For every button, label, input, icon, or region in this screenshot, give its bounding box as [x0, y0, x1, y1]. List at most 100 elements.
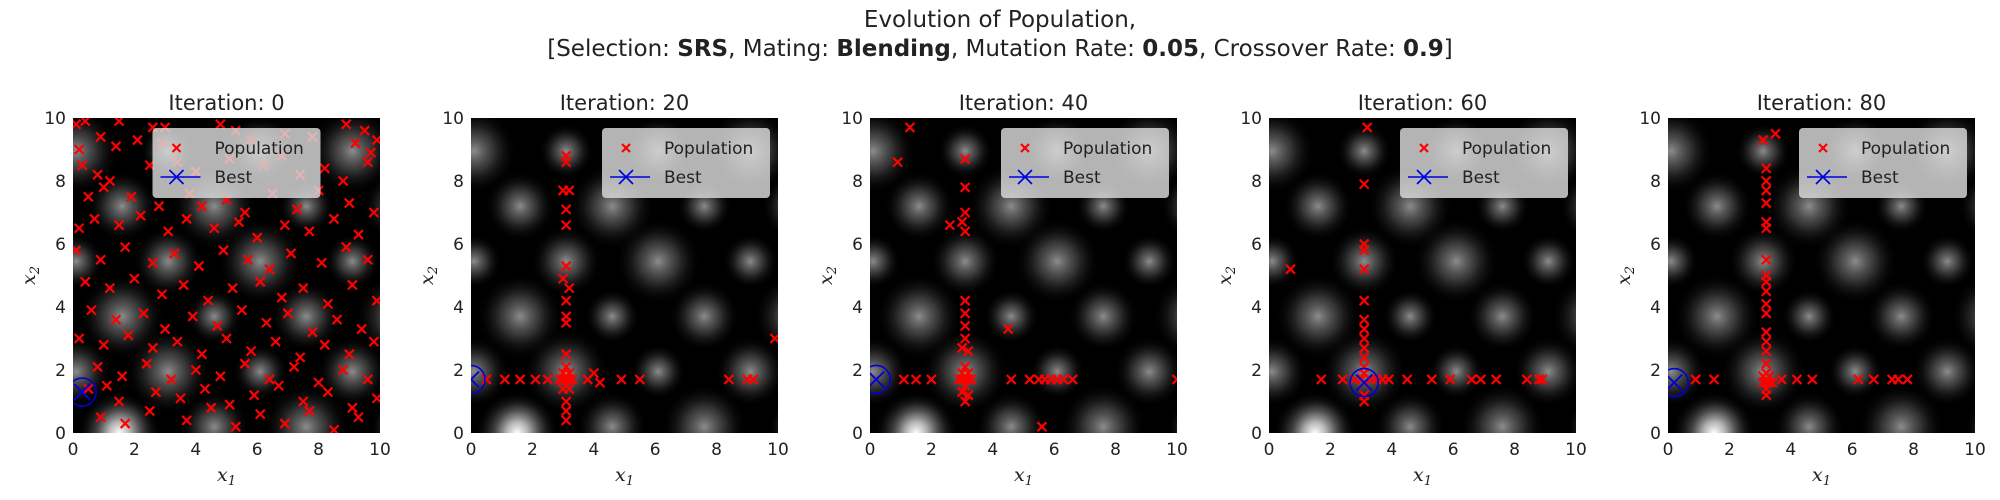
- population-point: [1067, 374, 1078, 385]
- landscape-peak: [1812, 218, 1899, 305]
- population-point: [1760, 308, 1772, 319]
- population-point: [1892, 374, 1904, 385]
- landscape-peak: [1214, 123, 1269, 178]
- y-tick-label: 0: [1650, 424, 1661, 444]
- population-point: [322, 386, 334, 398]
- population-point: [254, 276, 266, 288]
- population-point: [187, 311, 199, 322]
- population-point: [347, 402, 358, 414]
- legend-best-marker: [1416, 169, 1432, 185]
- population-point: [748, 374, 759, 385]
- population-point: [1361, 122, 1373, 133]
- x-tick-label: 10: [1964, 440, 1986, 460]
- legend-population-marker: [1419, 143, 1429, 153]
- population-point: [196, 348, 208, 360]
- population-point: [73, 333, 85, 344]
- population-point: [175, 393, 186, 404]
- best-circle: [1668, 367, 1689, 398]
- best-circle: [73, 377, 98, 407]
- population-point: [1358, 178, 1370, 190]
- y-tick-label: 8: [453, 172, 464, 192]
- subplot-title: Iteration: 60: [1358, 91, 1488, 115]
- legend-population-marker: [1020, 143, 1030, 153]
- population-point: [362, 254, 373, 266]
- population-point: [959, 226, 971, 237]
- x-tick-label: 4: [987, 440, 998, 460]
- landscape-peak: [484, 170, 556, 242]
- landscape-peak: [1681, 170, 1753, 242]
- legend-best-label: Best: [1063, 168, 1101, 188]
- population-point: [227, 282, 238, 294]
- population-point: [110, 314, 122, 325]
- population-point: [1902, 374, 1913, 385]
- y-tick-label: 2: [453, 361, 464, 381]
- population-point: [956, 216, 968, 228]
- population-point: [563, 282, 575, 294]
- population-point: [285, 248, 297, 259]
- population-point: [73, 119, 82, 130]
- best-marker: [870, 364, 891, 395]
- population-point: [92, 361, 103, 373]
- legend-best-marker: [1815, 169, 1831, 185]
- x-tick-label: 8: [313, 440, 324, 460]
- legend-best-label: Best: [1462, 168, 1500, 188]
- population-point: [110, 141, 122, 152]
- population-point: [530, 374, 541, 385]
- population-point: [368, 336, 380, 347]
- population-point: [959, 207, 971, 218]
- population-point: [956, 342, 968, 354]
- population-point: [1760, 298, 1772, 310]
- legend-box: [602, 128, 770, 198]
- population-point: [563, 383, 575, 395]
- y-axis-label: x2: [815, 266, 840, 285]
- landscape-peak: [1413, 218, 1500, 305]
- population-point: [116, 371, 128, 382]
- population-point: [251, 232, 263, 243]
- population-point: [616, 374, 627, 385]
- population-point: [135, 210, 146, 221]
- population-point: [1358, 342, 1370, 354]
- population-point: [1536, 374, 1548, 385]
- y-tick-label: 10: [44, 109, 66, 129]
- population-point: [1171, 374, 1177, 385]
- crossover-label: Crossover Rate:: [1213, 36, 1396, 62]
- landscape-peak: [1688, 407, 1741, 433]
- landscape-peak: [870, 233, 901, 289]
- population-point: [291, 204, 303, 215]
- landscape-peak: [355, 277, 380, 356]
- landscape-peak: [186, 288, 242, 345]
- population-point: [1760, 185, 1772, 196]
- legend-population-marker: [171, 143, 182, 153]
- population-point: [73, 144, 85, 155]
- y-tick-label: 8: [1251, 172, 1262, 192]
- population-point: [1760, 326, 1772, 338]
- selection-label: Selection:: [556, 36, 670, 62]
- population-point: [297, 282, 309, 294]
- x-tick-label: 6: [650, 440, 661, 460]
- landscape-peak: [1336, 123, 1392, 179]
- y-tick-label: 10: [1639, 109, 1661, 129]
- y-axis-label: x2: [416, 266, 441, 285]
- y-tick-label: 10: [1240, 109, 1262, 129]
- population-point: [169, 248, 180, 259]
- best-point: [1355, 373, 1373, 392]
- landscape-peak: [1428, 343, 1484, 400]
- population-point: [1853, 374, 1864, 385]
- population-point: [560, 204, 572, 215]
- population-point: [89, 213, 100, 225]
- population-point: [153, 200, 165, 212]
- population-point: [304, 226, 315, 237]
- figure-title-line2: [Selection: SRS, Mating: Blending, Mutat…: [547, 36, 1453, 62]
- landscape-peak: [324, 233, 380, 289]
- population-point: [294, 352, 306, 363]
- population-point: [147, 342, 159, 354]
- y-tick-label: 2: [1251, 361, 1262, 381]
- population-point: [560, 396, 572, 407]
- population-point: [1358, 314, 1370, 325]
- landscape-peak: [815, 123, 870, 178]
- population-point: [340, 119, 352, 130]
- population-point: [1401, 374, 1413, 385]
- population-point: [959, 361, 971, 373]
- landscape-peak: [1513, 336, 1576, 407]
